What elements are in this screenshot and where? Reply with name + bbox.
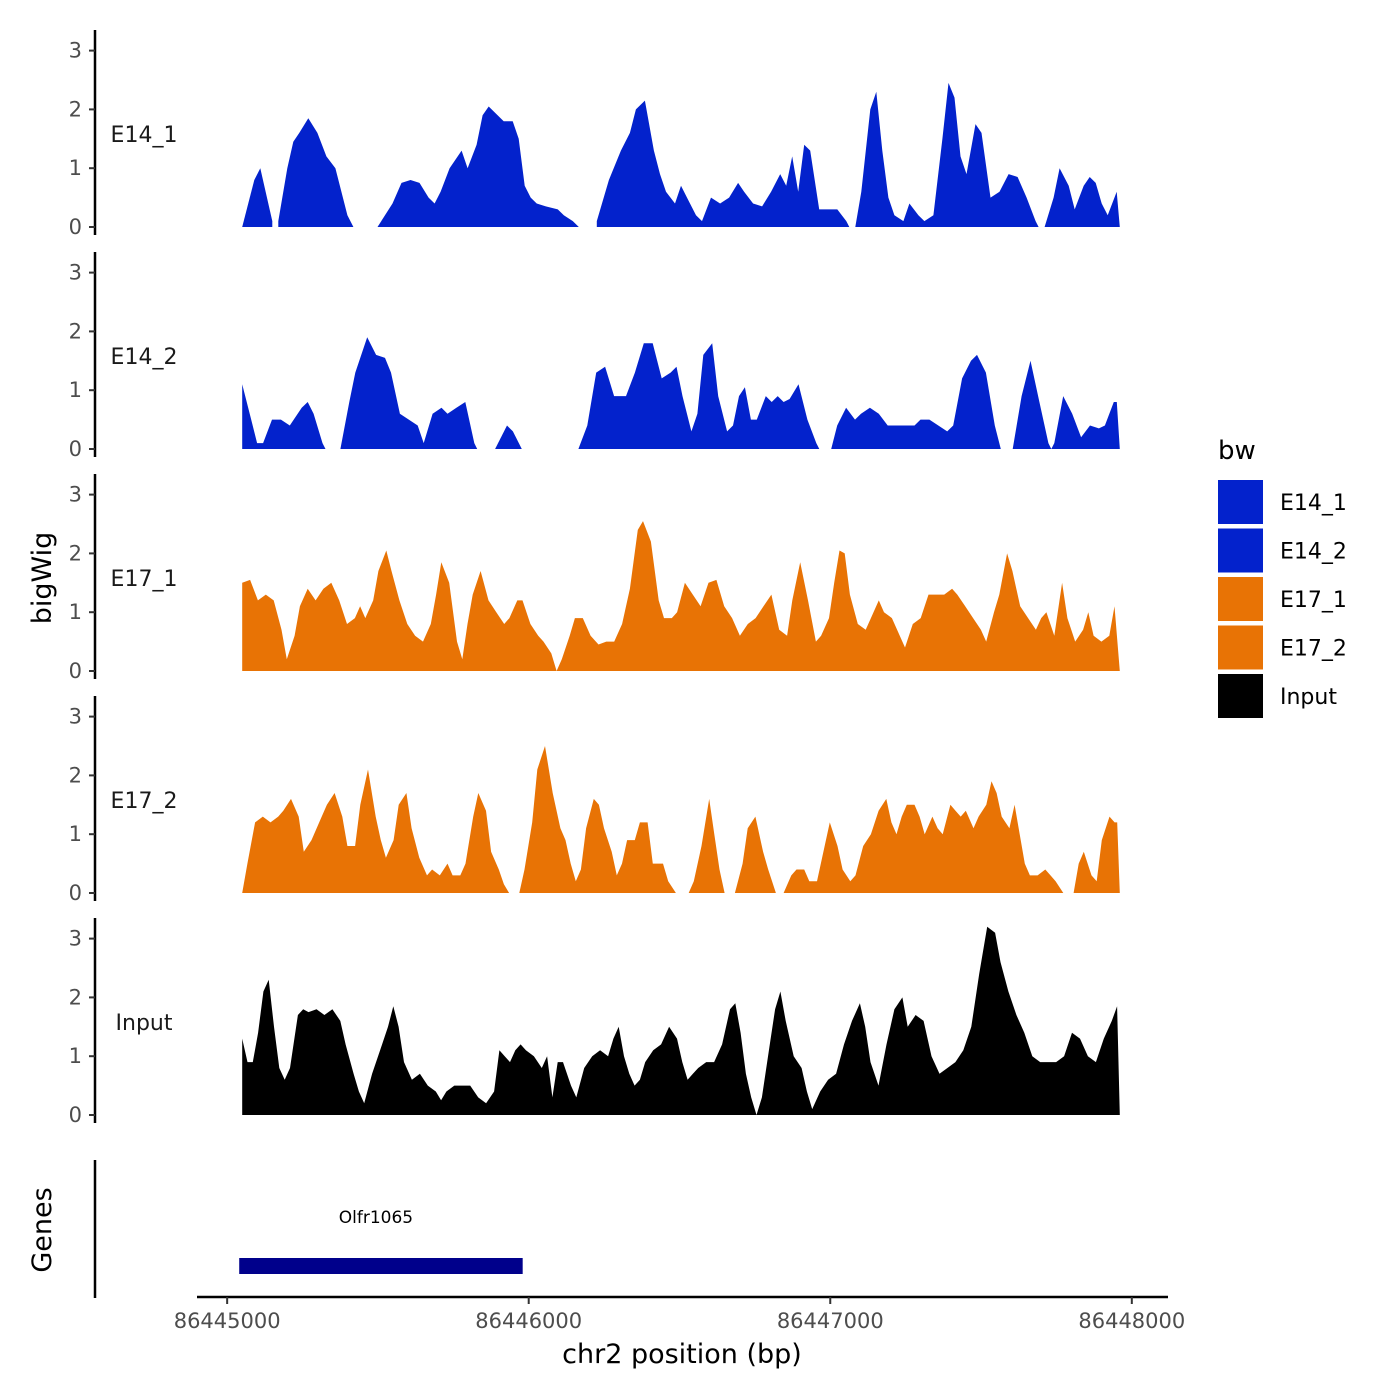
- legend-swatch: [1218, 480, 1263, 524]
- track-label: E17_1: [111, 567, 178, 592]
- coverage-area: [519, 746, 676, 893]
- x-tick-label: 86445000: [174, 1309, 281, 1333]
- y-tick-label: 2: [69, 985, 82, 1009]
- genes-axis-title: Genes: [27, 1187, 58, 1272]
- coverage-area: [242, 769, 510, 893]
- y-tick-label: 0: [69, 881, 82, 905]
- gene-panel: Olfr1065: [93, 1160, 523, 1298]
- gene-label: Olfr1065: [339, 1208, 413, 1228]
- track-label: E17_2: [111, 789, 178, 814]
- y-tick-label: 1: [69, 378, 82, 402]
- coverage-area: [831, 354, 1001, 449]
- x-tick-label: 86447000: [777, 1309, 884, 1333]
- x-tick-label: 86448000: [1078, 1309, 1185, 1333]
- legend: bw E14_1 E14_2 E17_1 E17_2 Input: [1218, 436, 1347, 718]
- track-e14-2: 0 1 2 3 E14_2: [69, 252, 1120, 461]
- coverage-area: [377, 106, 579, 227]
- y-tick-label: 3: [69, 927, 82, 951]
- track-e14-1: 0 1 2 3 E14_1: [69, 30, 1120, 239]
- coverage-area: [242, 384, 326, 449]
- x-axis: 86445000 86446000 86447000 86448000: [174, 1295, 1185, 1333]
- coverage-area: [1044, 168, 1120, 227]
- legend-swatch: [1218, 577, 1263, 621]
- coverage-area: [783, 781, 1064, 893]
- y-tick-label: 1: [69, 1044, 82, 1068]
- gene-body: [239, 1258, 523, 1274]
- legend-label: E17_2: [1280, 637, 1347, 662]
- coverage-area: [1012, 360, 1120, 449]
- legend-swatch: [1218, 674, 1263, 718]
- legend-swatch: [1218, 625, 1263, 670]
- coverage-area: [578, 343, 820, 449]
- coverage-area: [242, 521, 1120, 671]
- coverage-area: [596, 100, 850, 227]
- coverage-area: [278, 118, 354, 227]
- y-tick-label: 0: [69, 659, 82, 683]
- y-tick-label: 0: [69, 1103, 82, 1127]
- bigwig-tracks: 0 1 2 3 E14_1 0 1 2 3 E14_2 0 1 2 3 E17_1 0 1 2 3 E17_2 0 1 2 3…: [69, 30, 1120, 1127]
- coverage-area: [495, 425, 522, 449]
- coverage-area: [340, 337, 478, 449]
- y-tick-label: 1: [69, 600, 82, 624]
- y-tick-label: 3: [69, 39, 82, 63]
- track-input: 0 1 2 3 Input: [69, 918, 1120, 1127]
- coverage-area: [688, 798, 725, 893]
- y-tick-label: 2: [69, 319, 82, 343]
- legend-label: E14_1: [1280, 491, 1347, 516]
- x-tick-label: 86446000: [475, 1309, 582, 1333]
- legend-title: bw: [1218, 436, 1256, 466]
- legend-swatch: [1218, 528, 1263, 573]
- track-label: E14_2: [111, 345, 178, 370]
- track-e17-2: 0 1 2 3 E17_2: [69, 696, 1120, 905]
- y-tick-label: 0: [69, 215, 82, 239]
- coverage-area: [1073, 816, 1120, 893]
- legend-label: Input: [1280, 685, 1337, 710]
- x-axis-title: chr2 position (bp): [562, 1339, 802, 1370]
- track-label: Input: [116, 1011, 173, 1036]
- coverage-area: [734, 816, 776, 893]
- coverage-area: [242, 926, 1120, 1115]
- coverage-area: [855, 82, 1039, 228]
- y-tick-label: 3: [69, 705, 82, 729]
- legend-label: E17_1: [1280, 588, 1347, 613]
- y-axis-title: bigWig: [27, 532, 58, 625]
- y-tick-label: 1: [69, 822, 82, 846]
- y-tick-label: 1: [69, 156, 82, 180]
- y-tick-label: 3: [69, 483, 82, 507]
- y-tick-label: 0: [69, 437, 82, 461]
- track-label: E14_1: [111, 123, 178, 148]
- y-tick-label: 3: [69, 261, 82, 285]
- y-tick-label: 2: [69, 763, 82, 787]
- legend-label: E14_2: [1280, 540, 1347, 565]
- track-e17-1: 0 1 2 3 E17_1: [69, 474, 1120, 683]
- coverage-area: [242, 168, 273, 227]
- y-tick-label: 2: [69, 541, 82, 565]
- y-tick-label: 2: [69, 97, 82, 121]
